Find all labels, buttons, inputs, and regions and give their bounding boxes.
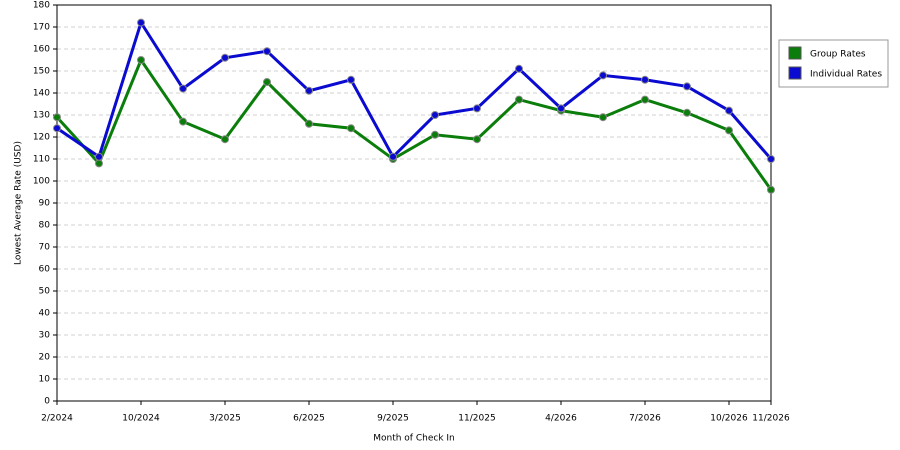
data-point (179, 84, 187, 93)
data-point (557, 104, 565, 113)
legend-label: Group Rates (810, 50, 866, 60)
y-tick-label: 60 (39, 265, 51, 275)
legend-swatch (788, 66, 802, 80)
data-point (347, 75, 355, 84)
x-tick-label: 11/2026 (752, 414, 790, 424)
data-point (263, 78, 271, 86)
data-point (725, 106, 733, 115)
y-axis-label: Lowest Average Rate (USD) (14, 141, 24, 265)
data-point (683, 82, 691, 91)
y-tick-label: 150 (33, 67, 50, 77)
data-point (683, 108, 691, 117)
x-tick-label: 9/2025 (377, 414, 409, 424)
series-line (55, 56, 773, 191)
data-point (95, 152, 103, 161)
data-point (599, 113, 607, 122)
plot-frame (56, 4, 772, 402)
y-tick-label: 140 (33, 89, 50, 99)
y-tick-label: 90 (39, 199, 51, 209)
data-point (53, 124, 61, 133)
x-tick-label: 7/2026 (629, 414, 661, 424)
data-point (95, 159, 103, 168)
y-tick-label: 120 (33, 133, 50, 143)
data-point (767, 185, 775, 194)
x-axis-label: Month of Check In (373, 434, 455, 444)
x-tick-label: 10/2026 (710, 414, 748, 424)
data-point (473, 104, 481, 113)
x-tick-label: 3/2025 (209, 414, 241, 424)
y-tick-label: 180 (33, 1, 50, 11)
legend-label: Individual Rates (810, 70, 882, 80)
data-point (725, 126, 733, 135)
data-point (305, 86, 313, 95)
data-point (263, 47, 271, 56)
data-point (767, 155, 775, 163)
y-tick-label: 40 (39, 309, 51, 319)
data-point (53, 113, 61, 122)
data-point (431, 111, 439, 119)
y-tick-label: 50 (39, 287, 51, 297)
y-tick-label: 110 (33, 155, 50, 165)
data-point (221, 135, 229, 144)
data-point (305, 119, 313, 128)
data-point (137, 18, 145, 27)
data-point (599, 71, 607, 80)
data-point (473, 135, 481, 144)
y-tick-label: 30 (39, 331, 51, 341)
series-line (56, 19, 773, 160)
data-point (641, 95, 649, 104)
y-tick-label: 160 (33, 45, 50, 55)
y-tick-label: 10 (39, 375, 51, 385)
legend-swatch (788, 46, 802, 60)
y-tick-label: 70 (39, 243, 51, 253)
data-point (347, 124, 355, 133)
data-point (179, 117, 187, 126)
y-tick-label: 20 (39, 353, 51, 363)
x-tick-label: 2/2024 (41, 414, 73, 424)
y-tick-label: 0 (44, 397, 50, 407)
y-tick-label: 130 (33, 111, 50, 121)
data-point (641, 75, 649, 84)
y-tick-label: 170 (33, 23, 50, 33)
y-tick-label: 100 (33, 177, 50, 187)
x-tick-label: 4/2026 (545, 414, 577, 424)
data-point (431, 130, 439, 139)
data-point (221, 53, 229, 62)
data-point (515, 95, 523, 104)
data-point (515, 64, 523, 73)
data-point (137, 56, 145, 64)
x-tick-label: 10/2024 (122, 414, 160, 424)
x-tick-label: 6/2025 (293, 414, 325, 424)
y-tick-label: 80 (39, 221, 51, 231)
x-tick-label: 11/2025 (458, 414, 495, 424)
data-point (389, 152, 397, 161)
